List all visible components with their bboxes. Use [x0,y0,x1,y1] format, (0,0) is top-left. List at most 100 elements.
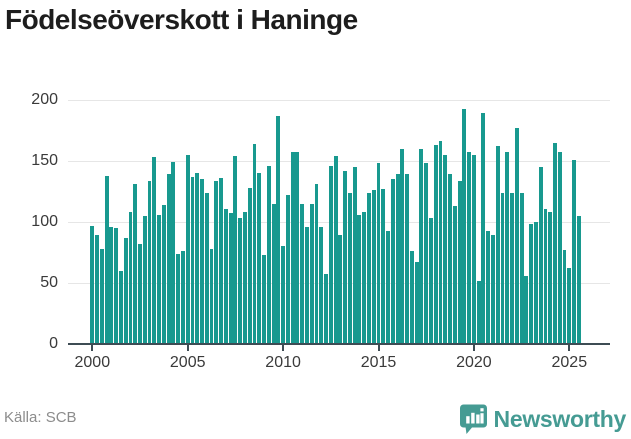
bar [90,225,95,344]
bar [262,254,266,344]
bar [285,195,290,344]
bar [514,128,519,344]
x-tick-label: 2025 [551,354,588,371]
bar [328,165,333,344]
bar [305,226,309,344]
bar [300,203,305,344]
bar [538,167,543,344]
bar [491,235,495,344]
bar [219,178,224,344]
bar [114,228,119,344]
bar [276,115,281,344]
bar [223,208,228,344]
x-tick-label: 2010 [265,354,301,371]
bar [238,218,243,344]
y-tick-label: 0 [49,335,58,352]
bar [247,187,252,344]
bar [481,113,486,344]
bar [443,154,448,344]
bar [433,145,438,344]
bar [147,180,152,344]
bar [448,174,452,344]
bar [409,251,414,344]
bar [457,180,462,344]
gridline-150 [68,161,610,162]
bar [376,163,381,344]
bar [519,192,524,344]
bar [123,237,128,344]
bar [476,280,481,344]
bar [99,248,104,344]
bar [128,212,133,344]
bar [486,230,491,344]
bar [281,246,286,344]
bar [271,203,276,344]
x-tick-mark [91,345,94,351]
bar [367,192,371,344]
bar [467,152,472,344]
x-tick-mark [472,345,475,351]
bar [138,243,142,344]
bar [362,212,367,344]
bar [266,165,271,344]
bar [176,253,181,344]
gridline-200 [68,100,610,101]
bar [338,235,343,344]
x-axis-line [68,343,610,345]
bar [347,192,352,344]
y-tick-label: 200 [31,91,58,108]
bar [405,174,410,344]
bar [190,176,195,344]
y-tick-label: 100 [31,213,58,230]
bar [548,212,553,344]
bar [562,250,567,344]
bar [161,204,166,344]
bar [419,148,424,344]
gridline-100 [68,222,610,223]
bar [252,143,257,344]
bar [157,214,162,344]
bar [228,213,233,344]
bar [576,215,581,344]
y-tick-label: 150 [31,152,58,169]
bar [185,154,190,344]
x-tick-label: 2020 [456,354,492,371]
x-tick-label: 2015 [360,354,397,371]
bar [495,146,500,344]
bar [500,192,505,344]
x-tick-mark [282,345,285,351]
bar [543,208,548,344]
bar [572,159,576,344]
bar [109,226,114,344]
bar [195,173,200,344]
bar [152,157,157,344]
bar [524,275,529,344]
bar [180,251,185,344]
bar [142,215,147,344]
brand-name: Newsworthy [493,405,627,432]
bar [414,262,419,344]
bar [452,206,457,344]
bar [424,163,429,344]
bar [257,173,262,344]
bar [343,170,348,344]
newsworthy-logo[interactable]: Newsworthy [459,403,626,435]
bar [233,156,238,344]
bar [381,189,386,344]
bar [214,180,219,344]
bar [390,179,395,344]
bar [290,152,295,344]
chart-title: Födelseöverskott i Haninge [5,4,358,35]
bar [352,167,357,344]
bar [324,274,328,344]
bar [505,152,510,344]
bar [510,192,514,344]
bar [462,108,467,344]
bar [533,222,538,344]
bar [166,174,171,344]
bar [204,192,209,344]
bar [209,248,214,344]
bar [200,179,204,344]
